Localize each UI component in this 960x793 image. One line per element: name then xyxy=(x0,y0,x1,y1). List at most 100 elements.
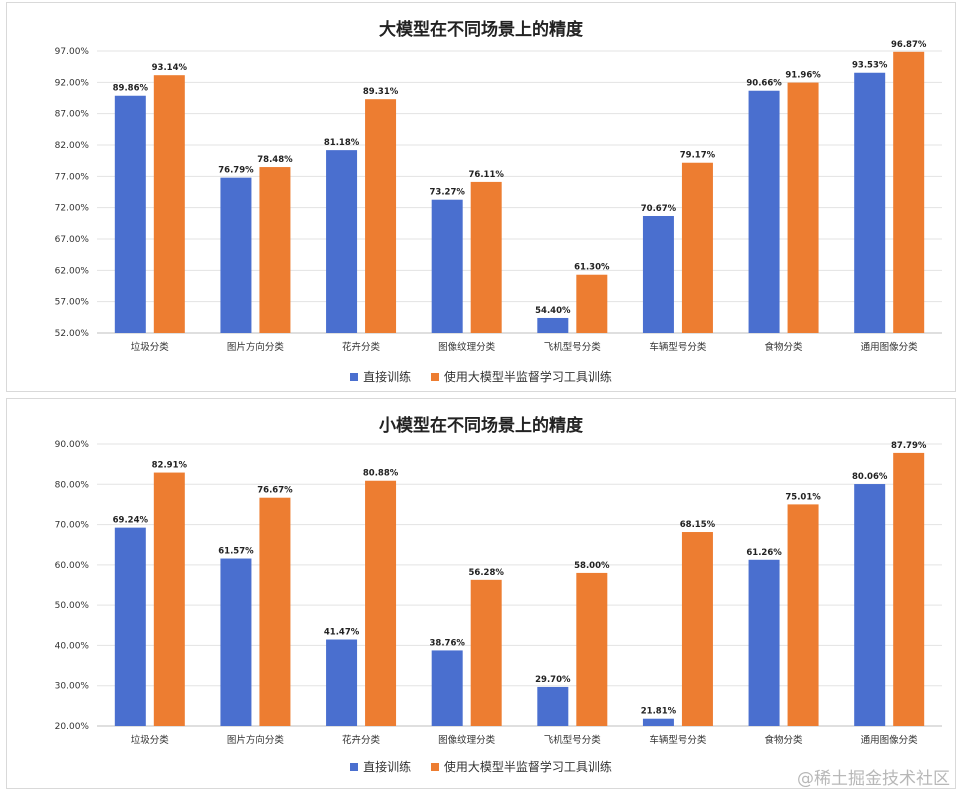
data-label: 82.91% xyxy=(152,461,188,471)
x-tick-label: 花卉分类 xyxy=(342,734,381,746)
legend-swatch-series2 xyxy=(430,372,439,381)
y-tick-label: 67.00% xyxy=(55,235,90,245)
bar-series2 xyxy=(365,99,397,333)
x-tick-label: 图像纹理分类 xyxy=(438,341,496,353)
data-label: 79.17% xyxy=(680,151,716,161)
x-tick-label: 食物分类 xyxy=(765,341,804,353)
data-label: 41.47% xyxy=(324,628,360,638)
y-tick-label: 20.00% xyxy=(55,722,90,732)
x-tick-label: 图片方向分类 xyxy=(227,734,285,746)
data-label: 73.27% xyxy=(429,188,465,198)
data-label: 76.67% xyxy=(257,486,293,496)
data-label: 87.79% xyxy=(891,441,927,451)
bar-series2 xyxy=(576,274,608,333)
bar-series2 xyxy=(681,162,713,333)
y-tick-label: 90.00% xyxy=(55,440,90,450)
y-tick-label: 87.00% xyxy=(55,110,90,120)
x-tick-label: 通用图像分类 xyxy=(861,341,919,353)
x-tick-label: 花卉分类 xyxy=(342,341,381,353)
data-label: 68.15% xyxy=(680,520,716,530)
bar-series2 xyxy=(259,497,291,726)
bar-series2 xyxy=(153,472,185,726)
legend-swatch-series1 xyxy=(350,762,359,771)
data-label: 80.88% xyxy=(363,469,399,479)
x-tick-label: 飞机型号分类 xyxy=(544,341,602,353)
legend-label-series1: 直接训练 xyxy=(363,370,412,384)
data-label: 38.76% xyxy=(429,638,465,648)
data-label: 58.00% xyxy=(574,561,610,571)
y-tick-label: 62.00% xyxy=(55,266,90,276)
legend-item-series2: 使用大模型半监督学习工具训练 xyxy=(430,758,612,775)
bar-series2 xyxy=(787,82,819,333)
data-label: 61.26% xyxy=(746,548,782,558)
legend-label-series2: 使用大模型半监督学习工具训练 xyxy=(443,370,612,384)
x-tick-label: 垃圾分类 xyxy=(131,734,170,746)
y-tick-label: 70.00% xyxy=(55,521,90,531)
bar-series1 xyxy=(642,216,674,333)
y-tick-label: 60.00% xyxy=(55,561,90,571)
x-tick-label: 食物分类 xyxy=(765,734,804,746)
bar-series2 xyxy=(576,572,608,726)
x-tick-label: 通用图像分类 xyxy=(861,734,919,746)
chart-title: 小模型在不同场景上的精度 xyxy=(379,416,583,436)
data-label: 76.79% xyxy=(218,166,254,176)
bar-series1 xyxy=(326,150,358,333)
bar-series1 xyxy=(114,95,146,333)
watermark: @稀土掘金技术社区 xyxy=(797,769,950,789)
data-label: 91.96% xyxy=(785,71,821,81)
x-tick-label: 垃圾分类 xyxy=(131,341,170,353)
data-label: 69.24% xyxy=(113,516,149,526)
data-label: 78.48% xyxy=(257,155,293,165)
data-label: 93.14% xyxy=(152,63,188,73)
legend-item-series1: 直接训练 xyxy=(350,758,411,775)
bar-chart-small-model: 20.00% 30.00% 40.00% 50.00% 60.00% 70.00% 80.0… xyxy=(55,440,942,746)
legend-swatch-series1 xyxy=(350,372,359,381)
legend: 直接训练 使用大模型半监督学习工具训练 xyxy=(7,368,955,385)
y-tick-label: 57.00% xyxy=(55,298,90,308)
data-label: 70.67% xyxy=(641,204,677,214)
y-tick-label: 80.00% xyxy=(55,480,90,490)
data-label: 21.81% xyxy=(641,707,677,717)
bar-series2 xyxy=(365,480,397,726)
data-label: 96.87% xyxy=(891,40,927,50)
bar-series1 xyxy=(326,639,358,726)
data-label: 54.40% xyxy=(535,306,571,316)
bar-series1 xyxy=(114,527,146,726)
bar-series2 xyxy=(470,181,502,333)
bar-series2 xyxy=(787,504,819,726)
legend-item-series1: 直接训练 xyxy=(350,368,411,385)
data-label: 61.57% xyxy=(218,547,254,557)
bar-series1 xyxy=(537,317,569,333)
bar-series1 xyxy=(431,650,463,726)
y-tick-label: 92.00% xyxy=(55,78,90,88)
bar-series2 xyxy=(259,167,291,333)
data-label: 89.86% xyxy=(113,84,149,94)
data-label: 80.06% xyxy=(852,472,888,482)
bar-series1 xyxy=(748,90,780,333)
data-label: 76.11% xyxy=(468,170,504,180)
y-tick-label: 77.00% xyxy=(55,172,90,182)
chart-panel-large-model: 大模型在不同场景上的精度 52.00% 57.00% 62.00% 67.00% 72.… xyxy=(6,2,956,392)
data-label: 56.28% xyxy=(468,568,504,578)
legend-item-series2: 使用大模型半监督学习工具训练 xyxy=(430,368,612,385)
x-tick-label: 飞机型号分类 xyxy=(544,734,602,746)
bar-series2 xyxy=(470,579,502,726)
y-tick-label: 97.00% xyxy=(55,47,90,57)
bar-series1 xyxy=(220,558,252,726)
x-tick-label: 车辆型号分类 xyxy=(649,341,707,353)
data-label: 75.01% xyxy=(785,492,821,502)
chart-panel-small-model: 小模型在不同场景上的精度 20.00% 30.00% 40.00% 50.00% 60.… xyxy=(6,398,956,789)
x-tick-label: 图片方向分类 xyxy=(227,341,285,353)
legend-label-series2: 使用大模型半监督学习工具训练 xyxy=(443,760,612,774)
bar-series2 xyxy=(681,532,713,726)
bar-series1 xyxy=(854,72,886,333)
legend: 直接训练 使用大模型半监督学习工具训练 xyxy=(7,758,955,775)
bar-series2 xyxy=(153,75,185,333)
bar-series1 xyxy=(748,559,780,726)
data-label: 93.53% xyxy=(852,61,888,71)
y-tick-label: 40.00% xyxy=(55,641,90,651)
data-label: 81.18% xyxy=(324,138,360,148)
y-tick-label: 30.00% xyxy=(55,682,90,692)
legend-label-series1: 直接训练 xyxy=(363,760,412,774)
bar-series2 xyxy=(893,452,925,726)
